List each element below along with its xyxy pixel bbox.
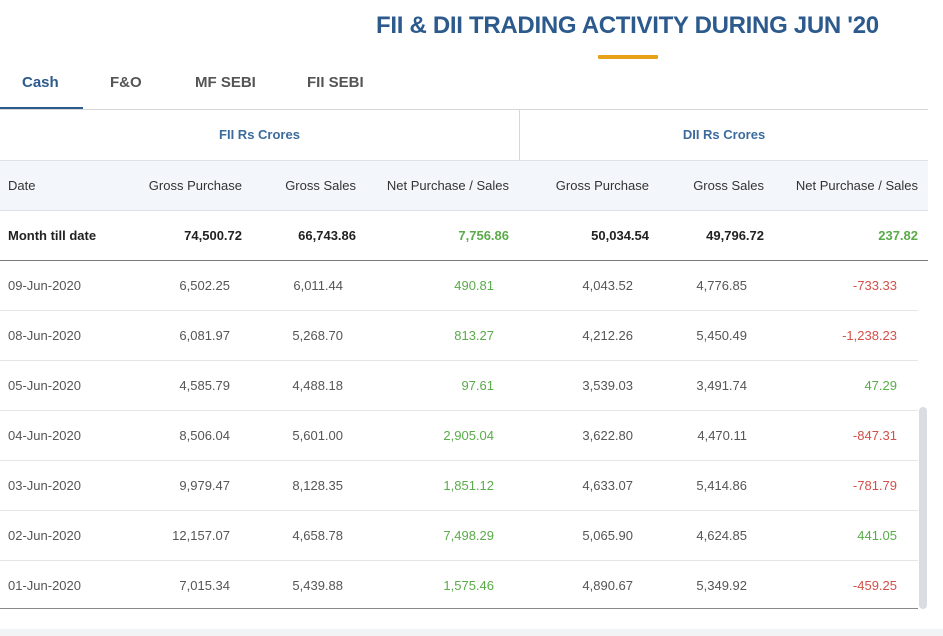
col-dii-gross-purchase[interactable]: Gross Purchase: [555, 178, 649, 193]
row-dii-gross-purchase: 4,212.26: [582, 328, 633, 343]
row-fii-net: 1,575.46: [443, 578, 494, 593]
tab-cash[interactable]: Cash: [22, 74, 59, 91]
row-fii-net: 813.27: [454, 328, 494, 343]
table-row: 05-Jun-2020 4,585.79 4,488.18 97.61 3,539.03…: [0, 361, 918, 411]
table-row: 09-Jun-2020 6,502.25 6,011.44 490.81 4,043.5…: [0, 261, 918, 311]
table-row: 04-Jun-2020 8,506.04 5,601.00 2,905.04 3,622…: [0, 411, 918, 461]
row-fii-gross-purchase: 6,081.97: [179, 328, 230, 343]
row-date: 05-Jun-2020: [8, 378, 81, 393]
row-date: 03-Jun-2020: [8, 478, 81, 493]
row-date: 08-Jun-2020: [8, 328, 81, 343]
row-dii-gross-sales: 5,450.49: [696, 328, 747, 343]
row-dii-net: -733.33: [852, 278, 897, 293]
summary-row: Month till date 74,500.72 66,743.86 7,75…: [0, 211, 928, 261]
row-fii-gross-sales: 5,601.00: [292, 428, 343, 443]
row-fii-gross-sales: 6,011.44: [293, 278, 343, 293]
row-fii-gross-purchase: 7,015.34: [179, 578, 230, 593]
row-fii-gross-sales: 4,658.78: [292, 528, 343, 543]
row-dii-gross-sales: 4,624.85: [696, 528, 747, 543]
row-dii-net: -1,238.23: [842, 328, 897, 343]
tab-fo[interactable]: F&O: [110, 74, 142, 91]
row-dii-net: -847.31: [852, 428, 897, 443]
row-dii-gross-sales: 4,776.85: [696, 278, 747, 293]
dii-group-header: DII Rs Crores: [682, 127, 766, 142]
row-date: 02-Jun-2020: [8, 528, 81, 543]
col-fii-gross-purchase[interactable]: Gross Purchase: [148, 178, 242, 193]
table-row: 01-Jun-2020 7,015.34 5,439.88 1,575.46 4,890…: [0, 561, 918, 611]
table-row: 02-Jun-2020 12,157.07 4,658.78 7,498.29 5,06…: [0, 511, 918, 561]
row-dii-gross-purchase: 4,043.52: [582, 278, 633, 293]
row-dii-net: 441.05: [857, 528, 897, 543]
col-fii-gross-sales[interactable]: Gross Sales: [285, 178, 356, 193]
row-dii-gross-sales: 5,414.86: [696, 478, 747, 493]
row-fii-gross-purchase: 9,979.47: [179, 478, 230, 493]
column-header-row: Date Gross Purchase Gross Sales Net Purc…: [0, 160, 928, 211]
summary-dii-net: 237.82: [878, 228, 918, 243]
active-tab-indicator: [0, 107, 83, 110]
row-fii-net: 490.81: [454, 278, 494, 293]
row-dii-net: -781.79: [852, 478, 897, 493]
row-dii-gross-sales: 4,470.11: [697, 428, 747, 443]
row-fii-gross-sales: 8,128.35: [292, 478, 343, 493]
row-date: 04-Jun-2020: [8, 428, 81, 443]
col-fii-net[interactable]: Net Purchase / Sales: [386, 178, 509, 193]
row-dii-gross-purchase: 5,065.90: [582, 528, 633, 543]
summary-dii-gross-purchase: 50,034.54: [591, 228, 649, 243]
row-dii-gross-sales: 3,491.74: [696, 378, 747, 393]
title-underline: [598, 55, 658, 59]
summary-fii-net: 7,756.86: [458, 228, 509, 243]
row-dii-net: 47.29: [864, 378, 897, 393]
table-row: 08-Jun-2020 6,081.97 5,268.70 813.27 4,212.2…: [0, 311, 918, 361]
row-dii-gross-purchase: 4,890.67: [582, 578, 633, 593]
tabs-divider: [0, 109, 928, 110]
col-date[interactable]: Date: [8, 178, 36, 193]
row-date: 01-Jun-2020: [8, 578, 81, 593]
row-fii-gross-purchase: 8,506.04: [179, 428, 230, 443]
row-fii-net: 97.61: [461, 378, 494, 393]
row-dii-gross-purchase: 3,539.03: [582, 378, 633, 393]
row-dii-gross-purchase: 3,622.80: [582, 428, 633, 443]
row-fii-net: 7,498.29: [443, 528, 494, 543]
scrollbar-thumb[interactable]: [919, 407, 927, 609]
row-fii-net: 1,851.12: [443, 478, 494, 493]
row-dii-gross-sales: 5,349.92: [696, 578, 747, 593]
row-fii-gross-sales: 4,488.18: [292, 378, 343, 393]
tab-fii-sebi[interactable]: FII SEBI: [307, 74, 364, 91]
row-date: 09-Jun-2020: [8, 278, 81, 293]
page-title: FII & DII TRADING ACTIVITY DURING JUN '2…: [376, 12, 879, 39]
summary-dii-gross-sales: 49,796.72: [706, 228, 764, 243]
summary-date: Month till date: [8, 228, 97, 243]
row-fii-gross-purchase: 6,502.25: [179, 278, 230, 293]
table-row: 03-Jun-2020 9,979.47 8,128.35 1,851.12 4,633…: [0, 461, 918, 511]
row-dii-net: -459.25: [852, 578, 897, 593]
row-fii-gross-sales: 5,439.88: [292, 578, 343, 593]
group-separator: [519, 110, 520, 160]
col-dii-gross-sales[interactable]: Gross Sales: [693, 178, 764, 193]
tab-bar: Cash F&O MF SEBI FII SEBI: [0, 64, 928, 110]
row-fii-gross-purchase: 12,157.07: [172, 528, 230, 543]
footer-band: [0, 629, 943, 636]
row-fii-gross-sales: 5,268.70: [292, 328, 343, 343]
col-dii-net[interactable]: Net Purchase / Sales: [795, 178, 918, 193]
row-dii-gross-purchase: 4,633.07: [582, 478, 633, 493]
row-fii-gross-purchase: 4,585.79: [179, 378, 230, 393]
fii-group-header: FII Rs Crores: [219, 127, 300, 142]
summary-fii-gross-purchase: 74,500.72: [184, 228, 242, 243]
table-bottom-border: [0, 608, 918, 609]
summary-fii-gross-sales: 66,743.86: [298, 228, 356, 243]
row-fii-net: 2,905.04: [443, 428, 494, 443]
tab-mf-sebi[interactable]: MF SEBI: [195, 74, 256, 91]
